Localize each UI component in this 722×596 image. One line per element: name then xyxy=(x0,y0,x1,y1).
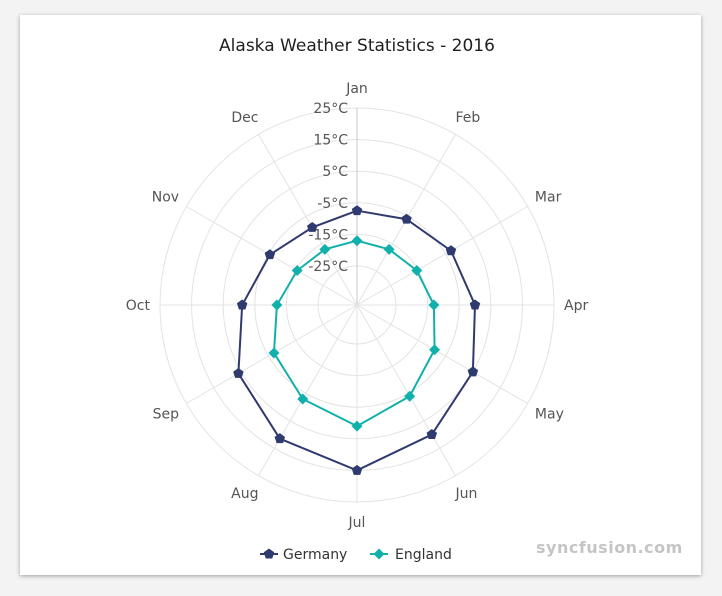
y-tick-label: 15°C xyxy=(313,133,348,149)
legend-item-germany[interactable]: Germany xyxy=(260,547,347,563)
month-label-nov: Nov xyxy=(152,190,179,206)
month-label-jul: Jul xyxy=(348,515,366,531)
point-germany-feb[interactable] xyxy=(401,213,412,224)
y-tick-label: -25°C xyxy=(308,259,348,275)
point-germany-may[interactable] xyxy=(467,366,479,377)
month-label-aug: Aug xyxy=(231,486,258,502)
legend: Germany England xyxy=(260,547,452,563)
spoke-layer xyxy=(160,108,554,502)
series-england xyxy=(268,235,441,432)
month-label-jan: Jan xyxy=(345,81,368,97)
point-germany-mar[interactable] xyxy=(445,245,457,256)
point-england-dec[interactable] xyxy=(319,243,331,255)
y-axis: 25°C 15°C 5°C -5°C -15°C -25°C xyxy=(308,101,348,275)
point-england-apr[interactable] xyxy=(428,299,440,311)
point-england-mar[interactable] xyxy=(411,264,423,276)
spoke-mar xyxy=(356,206,528,306)
series-germany xyxy=(233,205,481,475)
point-england-jan[interactable] xyxy=(351,235,363,247)
point-germany-jul[interactable] xyxy=(351,464,363,475)
chart-card: 25°C 15°C 5°C -5°C -15°C -25°C Jan Feb Mar Apr Ma… xyxy=(20,15,701,575)
month-label-jun: Jun xyxy=(455,486,478,502)
month-label-mar: Mar xyxy=(535,190,562,206)
point-england-feb[interactable] xyxy=(383,243,395,255)
point-germany-dec[interactable] xyxy=(306,221,318,232)
month-label-apr: Apr xyxy=(564,298,588,314)
month-label-oct: Oct xyxy=(126,298,151,314)
y-tick-label: -15°C xyxy=(308,227,348,243)
point-england-aug[interactable] xyxy=(297,393,309,405)
point-england-may[interactable] xyxy=(429,344,441,356)
spoke-dec xyxy=(258,134,358,306)
month-label-dec: Dec xyxy=(231,110,258,126)
spoke-jun xyxy=(356,304,456,476)
month-label-feb: Feb xyxy=(456,110,481,126)
watermark: syncfusion.com xyxy=(536,538,683,557)
chart-title: Alaska Weather Statistics - 2016 xyxy=(219,36,495,56)
point-england-jul[interactable] xyxy=(351,420,363,432)
y-tick-label: 25°C xyxy=(313,101,348,117)
point-germany-nov[interactable] xyxy=(264,249,276,260)
month-label-may: May xyxy=(535,407,564,423)
legend-germany-label: Germany xyxy=(283,547,347,563)
point-england-nov[interactable] xyxy=(291,264,303,276)
y-tick-label: -5°C xyxy=(317,196,348,212)
month-labels: Jan Feb Mar Apr May Jun Jul Aug Sep Oct Nov Dec xyxy=(126,81,589,531)
legend-england-label: England xyxy=(395,547,452,563)
legend-england-marker xyxy=(373,548,385,560)
point-germany-jun[interactable] xyxy=(426,429,438,440)
radar-chart: 25°C 15°C 5°C -5°C -15°C -25°C Jan Feb Mar Apr Ma… xyxy=(126,36,683,563)
point-germany-aug[interactable] xyxy=(274,433,286,444)
point-germany-oct[interactable] xyxy=(236,299,248,310)
point-england-jun[interactable] xyxy=(404,390,416,402)
point-germany-sep[interactable] xyxy=(233,367,244,378)
spoke-aug xyxy=(258,304,358,476)
point-england-sep[interactable] xyxy=(268,347,280,359)
point-germany-jan[interactable] xyxy=(351,205,363,216)
point-england-oct[interactable] xyxy=(271,299,283,311)
legend-item-england[interactable]: England xyxy=(370,547,452,563)
y-tick-label: 5°C xyxy=(322,164,348,180)
spoke-may xyxy=(356,304,528,404)
series-layer xyxy=(233,205,481,475)
month-label-sep: Sep xyxy=(153,407,180,423)
legend-germany-marker xyxy=(263,548,275,559)
point-germany-apr[interactable] xyxy=(469,299,481,310)
